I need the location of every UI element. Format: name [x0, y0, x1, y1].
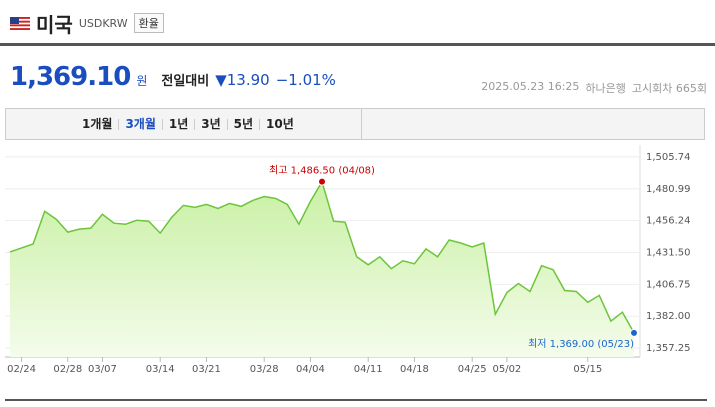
y-tick-label: 1,406.75 — [646, 279, 691, 290]
x-tick-label: 05/15 — [573, 364, 602, 375]
change: ▼13.90 — [215, 71, 270, 89]
period-tab[interactable]: 3년 — [195, 118, 228, 130]
price: 1,369.10 — [10, 62, 131, 92]
x-tick-label: 04/11 — [354, 364, 383, 375]
info: 2025.05.23 16:25 하나은행 고시회차 665회 — [481, 80, 707, 96]
bank: 하나은행 — [585, 82, 626, 95]
x-tick-label: 03/14 — [146, 364, 175, 375]
exchange-button[interactable]: 환율 — [133, 13, 164, 33]
chart: 1,505.74 1,480.99 1,456.24 1,431.50 1,406.75… — [5, 145, 691, 375]
tab-divider — [361, 109, 362, 139]
round: 고시회차 665회 — [631, 82, 707, 95]
period-tab[interactable]: 1개월 — [76, 118, 120, 130]
y-tick-label: 1,431.50 — [646, 247, 691, 258]
x-tick-label: 02/24 — [7, 364, 36, 375]
change-value: 13.90 — [226, 71, 270, 89]
y-tick-label: 1,505.74 — [646, 152, 691, 163]
x-tick-label: 04/04 — [296, 364, 325, 375]
x-tick-label: 03/21 — [192, 364, 221, 375]
y-tick-label: 1,456.24 — [646, 216, 691, 227]
compare-label: 전일대비 — [161, 74, 210, 89]
annotation: 최저 1,369.00 (05/23) — [528, 338, 634, 350]
title: 미국 — [36, 12, 73, 37]
currency-code: USDKRW — [78, 16, 128, 30]
header: 미국 USDKRW 환율 — [10, 8, 164, 38]
price-unit: 원 — [136, 74, 148, 88]
period-tab[interactable]: 1년 — [163, 118, 196, 130]
price-block: 1,369.10 원 전일대비 ▼13.90 −1.01% — [10, 62, 336, 92]
period-tabs: 1개월 3개월 1년 3년 5년 10년 — [5, 108, 705, 140]
change-pct: −1.01% — [275, 71, 336, 89]
extreme-marker — [630, 328, 638, 337]
annotation: 최고 1,486.50 (04/08) — [269, 165, 375, 177]
x-tick-label: 04/18 — [400, 364, 429, 375]
period-tab[interactable]: 3개월 — [119, 118, 163, 130]
period-tab[interactable]: 10년 — [266, 116, 294, 131]
y-tick-label: 1,480.99 — [646, 184, 691, 195]
bottom-divider — [5, 399, 707, 401]
period-tab[interactable]: 5년 — [228, 118, 261, 130]
x-tick-label: 03/28 — [250, 364, 279, 375]
x-tick-label: 03/07 — [88, 364, 117, 375]
x-tick-label: 05/02 — [492, 364, 521, 375]
y-tick-label: 1,357.25 — [646, 343, 691, 354]
divider — [0, 43, 715, 46]
datetime: 2025.05.23 16:25 — [481, 80, 580, 93]
flag-icon — [10, 16, 30, 30]
tab-row: 1개월 3개월 1년 3년 5년 10년 — [76, 109, 300, 139]
y-tick-label: 1,382.00 — [646, 311, 691, 322]
x-tick-label: 04/25 — [458, 364, 487, 375]
extreme-marker — [318, 177, 326, 186]
x-tick-label: 02/28 — [53, 364, 82, 375]
